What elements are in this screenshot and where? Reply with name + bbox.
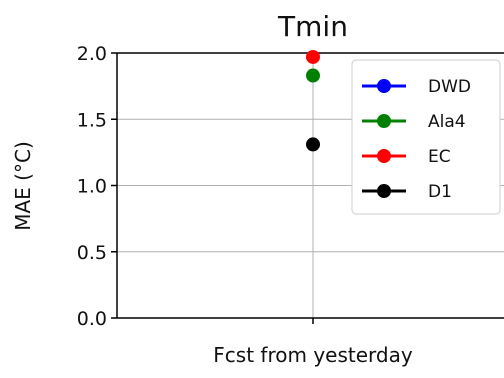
chart-title: Tmin bbox=[277, 10, 348, 43]
legend-marker-d1 bbox=[377, 184, 391, 198]
legend: DWD Ala4 EC D1 bbox=[352, 60, 500, 214]
legend-marker-ec bbox=[377, 149, 391, 163]
y-tick-label: 1.5 bbox=[77, 109, 107, 131]
point-ala4 bbox=[306, 69, 320, 83]
point-ec bbox=[306, 50, 320, 64]
legend-label-d1: D1 bbox=[428, 182, 452, 202]
y-axis-label: MAE (°C) bbox=[11, 141, 35, 231]
legend-label-ala4: Ala4 bbox=[428, 112, 466, 132]
y-tick-label: 2.0 bbox=[77, 43, 107, 65]
point-d1 bbox=[306, 137, 320, 151]
y-tick-label: 1.0 bbox=[77, 176, 107, 198]
y-tick-label: 0.0 bbox=[77, 308, 107, 330]
legend-marker-dwd bbox=[377, 79, 391, 93]
x-axis-label: Fcst from yesterday bbox=[213, 343, 413, 367]
y-tick-label: 0.5 bbox=[77, 242, 107, 264]
legend-marker-ala4 bbox=[377, 114, 391, 128]
legend-label-ec: EC bbox=[428, 147, 451, 167]
legend-label-dwd: DWD bbox=[428, 77, 471, 97]
